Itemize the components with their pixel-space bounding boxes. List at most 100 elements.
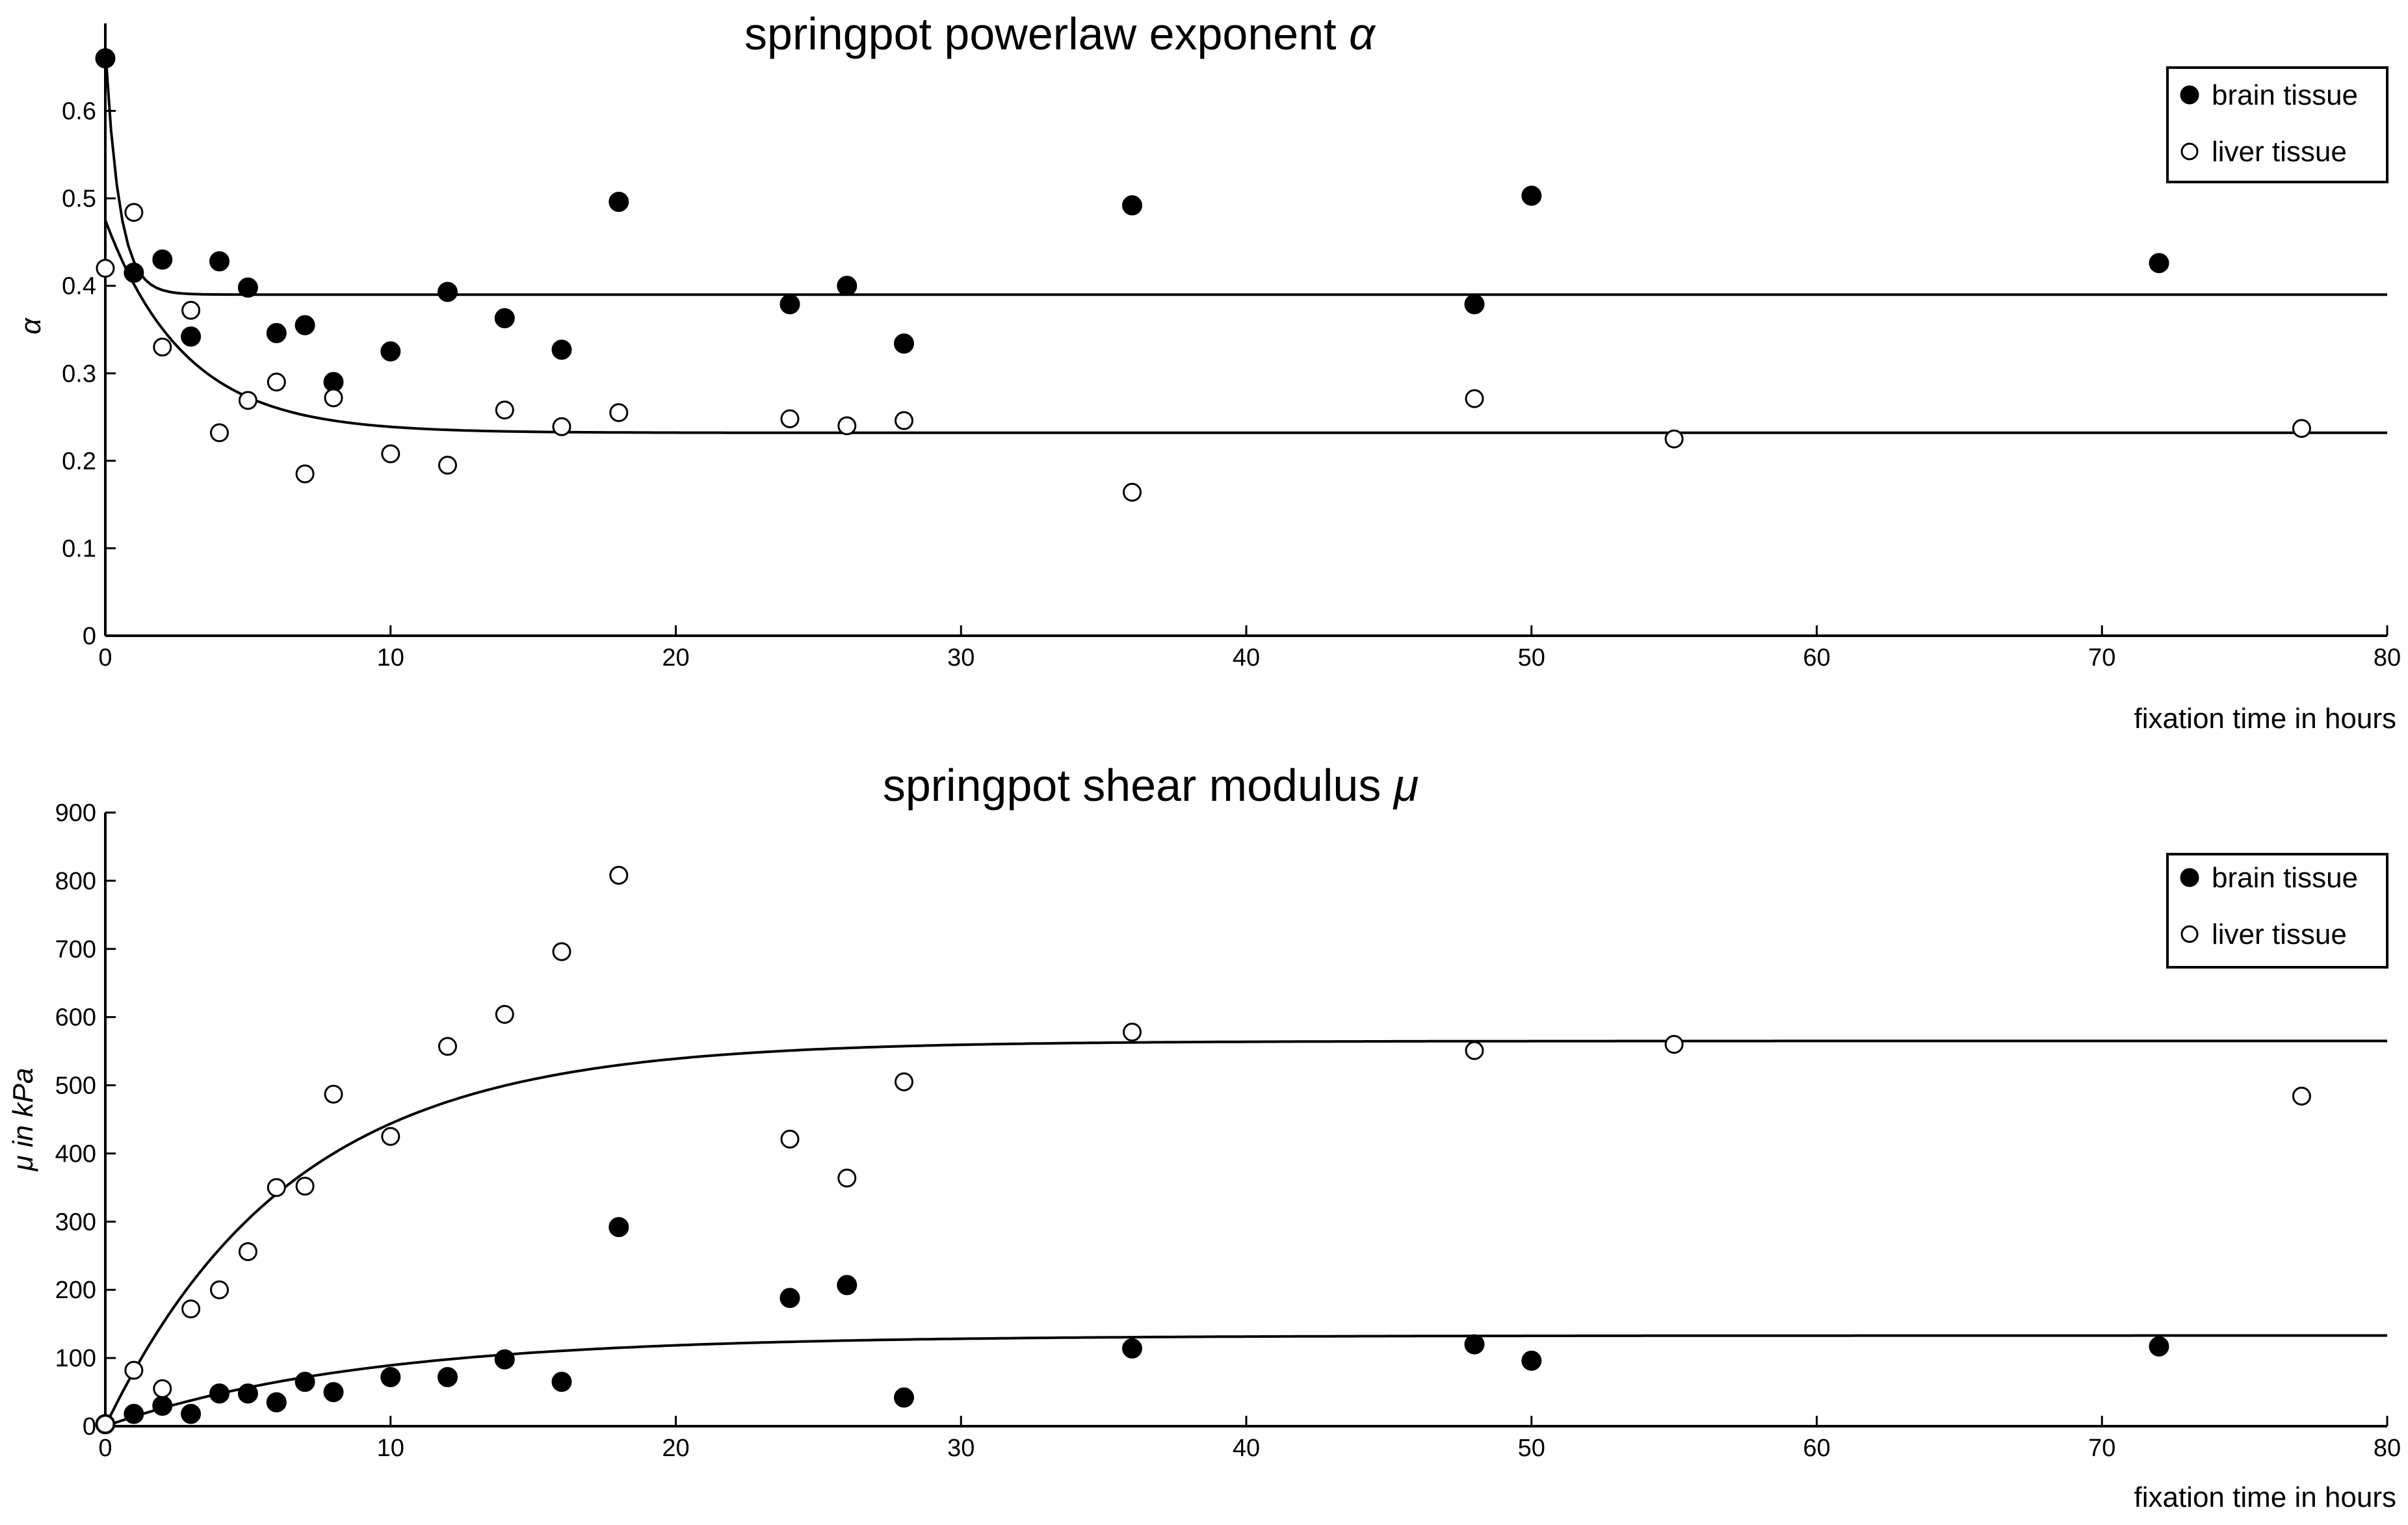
alpha-point-brain <box>95 48 116 69</box>
alpha-point-brain <box>609 192 629 212</box>
alpha-point-brain <box>152 249 173 270</box>
alpha-point-brain <box>779 294 800 315</box>
mu-legend: brain tissue liver tissue <box>2166 853 2388 969</box>
mu-chart-title: springpot shear modulus μ <box>883 760 1419 811</box>
mu-x-tick-label: 70 <box>2088 1435 2115 1462</box>
mu-y-tick-label: 900 <box>55 800 96 827</box>
mu-point-liver <box>1664 1035 1684 1054</box>
mu-point-liver <box>267 1178 286 1197</box>
alpha-point-liver <box>96 259 115 278</box>
alpha-point-liver <box>837 416 857 436</box>
alpha-legend: brain tissue liver tissue <box>2166 66 2388 183</box>
mu-point-brain <box>779 1288 800 1309</box>
mu-x-tick-label: 40 <box>1233 1435 1260 1462</box>
alpha-point-liver <box>1664 429 1684 449</box>
mu-chart: springpot shear modulus μ 0 10 20 30 40 50 60 7… <box>7 760 2401 1513</box>
mu-point-brain <box>494 1349 515 1370</box>
mu-x-tick-label: 60 <box>1803 1435 1830 1462</box>
mu-x-tick-label: 30 <box>947 1435 975 1462</box>
mu-point-liver <box>837 1168 857 1188</box>
alpha-y-tick-label: 0.3 <box>62 360 96 387</box>
alpha-y-ticks: 0 0.1 0.2 0.3 0.4 0.5 0.6 <box>62 98 116 650</box>
mu-legend-marker-liver <box>2180 925 2199 943</box>
alpha-point-liver <box>609 403 629 423</box>
alpha-fit-curve-liver <box>104 220 2387 434</box>
alpha-y-tick-label: 0.5 <box>62 185 96 213</box>
mu-point-brain <box>323 1382 344 1403</box>
mu-point-liver <box>495 1005 514 1024</box>
mu-x-ticks: 0 10 20 30 40 50 60 70 80 <box>98 1416 2401 1462</box>
alpha-point-brain <box>237 277 258 298</box>
alpha-x-tick-label: 10 <box>377 644 404 671</box>
mu-point-brain <box>152 1396 173 1416</box>
mu-point-brain <box>294 1372 315 1392</box>
alpha-point-liver <box>895 411 913 430</box>
mu-point-brain <box>1521 1350 1542 1371</box>
mu-point-liver <box>153 1379 172 1398</box>
mu-point-brain <box>837 1275 857 1296</box>
mu-point-liver <box>210 1280 229 1299</box>
alpha-point-brain <box>266 322 287 343</box>
alpha-x-tick-label: 80 <box>2374 644 2401 671</box>
mu-point-liver <box>1123 1023 1142 1042</box>
mu-point-liver <box>780 1129 800 1149</box>
alpha-chart: springpot powerlaw exponent α 0 10 20 30 40 5… <box>15 8 2401 735</box>
mu-fit-curve-liver <box>104 1039 2387 1427</box>
mu-fit-curve-brain <box>105 1334 2387 1427</box>
mu-point-brain <box>124 1403 144 1424</box>
alpha-data-points <box>95 48 2311 502</box>
alpha-x-tick-label: 60 <box>1803 644 1830 671</box>
mu-point-brain <box>2149 1336 2169 1357</box>
alpha-legend-box <box>2166 66 2388 183</box>
alpha-y-tick-label: 0.2 <box>62 448 96 475</box>
mu-point-brain <box>1464 1334 1485 1355</box>
mu-point-brain <box>380 1367 401 1387</box>
mu-point-liver <box>438 1037 457 1056</box>
mu-point-liver <box>181 1299 201 1319</box>
alpha-point-brain <box>294 315 315 335</box>
mu-y-tick-label: 400 <box>55 1140 96 1167</box>
mu-point-liver <box>552 942 571 961</box>
mu-point-brain <box>894 1387 914 1408</box>
mu-y-ticks: 0 100 200 300 400 500 600 700 800 900 <box>55 800 116 1440</box>
alpha-point-brain <box>894 333 914 354</box>
mu-y-tick-label: 800 <box>55 868 96 895</box>
alpha-point-brain <box>1521 185 1542 206</box>
alpha-x-axis-label: fixation time in hours <box>2134 703 2396 735</box>
alpha-x-tick-label: 0 <box>98 644 112 671</box>
alpha-chart-title: springpot powerlaw exponent α <box>744 8 1376 59</box>
alpha-point-liver <box>1465 389 1484 408</box>
alpha-fit-curves <box>104 49 2387 434</box>
alpha-legend-label-liver: liver tissue <box>2212 136 2347 168</box>
alpha-point-liver <box>495 400 514 420</box>
mu-point-liver <box>96 1414 115 1434</box>
mu-point-liver <box>295 1177 315 1196</box>
mu-x-tick-label: 10 <box>377 1435 404 1462</box>
alpha-legend-marker-brain <box>2180 85 2199 105</box>
mu-point-liver <box>895 1072 913 1091</box>
mu-fit-curves <box>104 1039 2387 1427</box>
alpha-point-liver <box>153 337 172 357</box>
alpha-x-ticks: 0 10 20 30 40 50 60 70 80 <box>98 625 2401 671</box>
alpha-point-liver <box>438 456 457 475</box>
mu-point-brain <box>237 1383 258 1404</box>
alpha-x-tick-label: 20 <box>662 644 689 671</box>
mu-x-tick-label: 0 <box>98 1435 112 1462</box>
alpha-legend-label-brain: brain tissue <box>2212 79 2358 111</box>
mu-point-brain <box>438 1367 458 1387</box>
mu-point-liver <box>124 1361 144 1380</box>
alpha-fit-curve-brain <box>104 49 2387 296</box>
alpha-point-liver <box>124 203 144 222</box>
mu-y-tick-label: 700 <box>55 936 96 963</box>
alpha-y-tick-label: 0.4 <box>62 273 96 300</box>
alpha-point-brain <box>1122 195 1142 216</box>
mu-y-tick-label: 300 <box>55 1208 96 1236</box>
alpha-point-brain <box>124 263 144 283</box>
mu-x-tick-label: 80 <box>2374 1435 2401 1462</box>
alpha-point-brain <box>209 251 229 272</box>
alpha-point-liver <box>2292 419 2311 438</box>
mu-legend-box <box>2166 853 2388 969</box>
mu-legend-label-brain: brain tissue <box>2212 862 2358 894</box>
mu-x-tick-label: 50 <box>1518 1435 1545 1462</box>
alpha-x-tick-label: 40 <box>1233 644 1260 671</box>
